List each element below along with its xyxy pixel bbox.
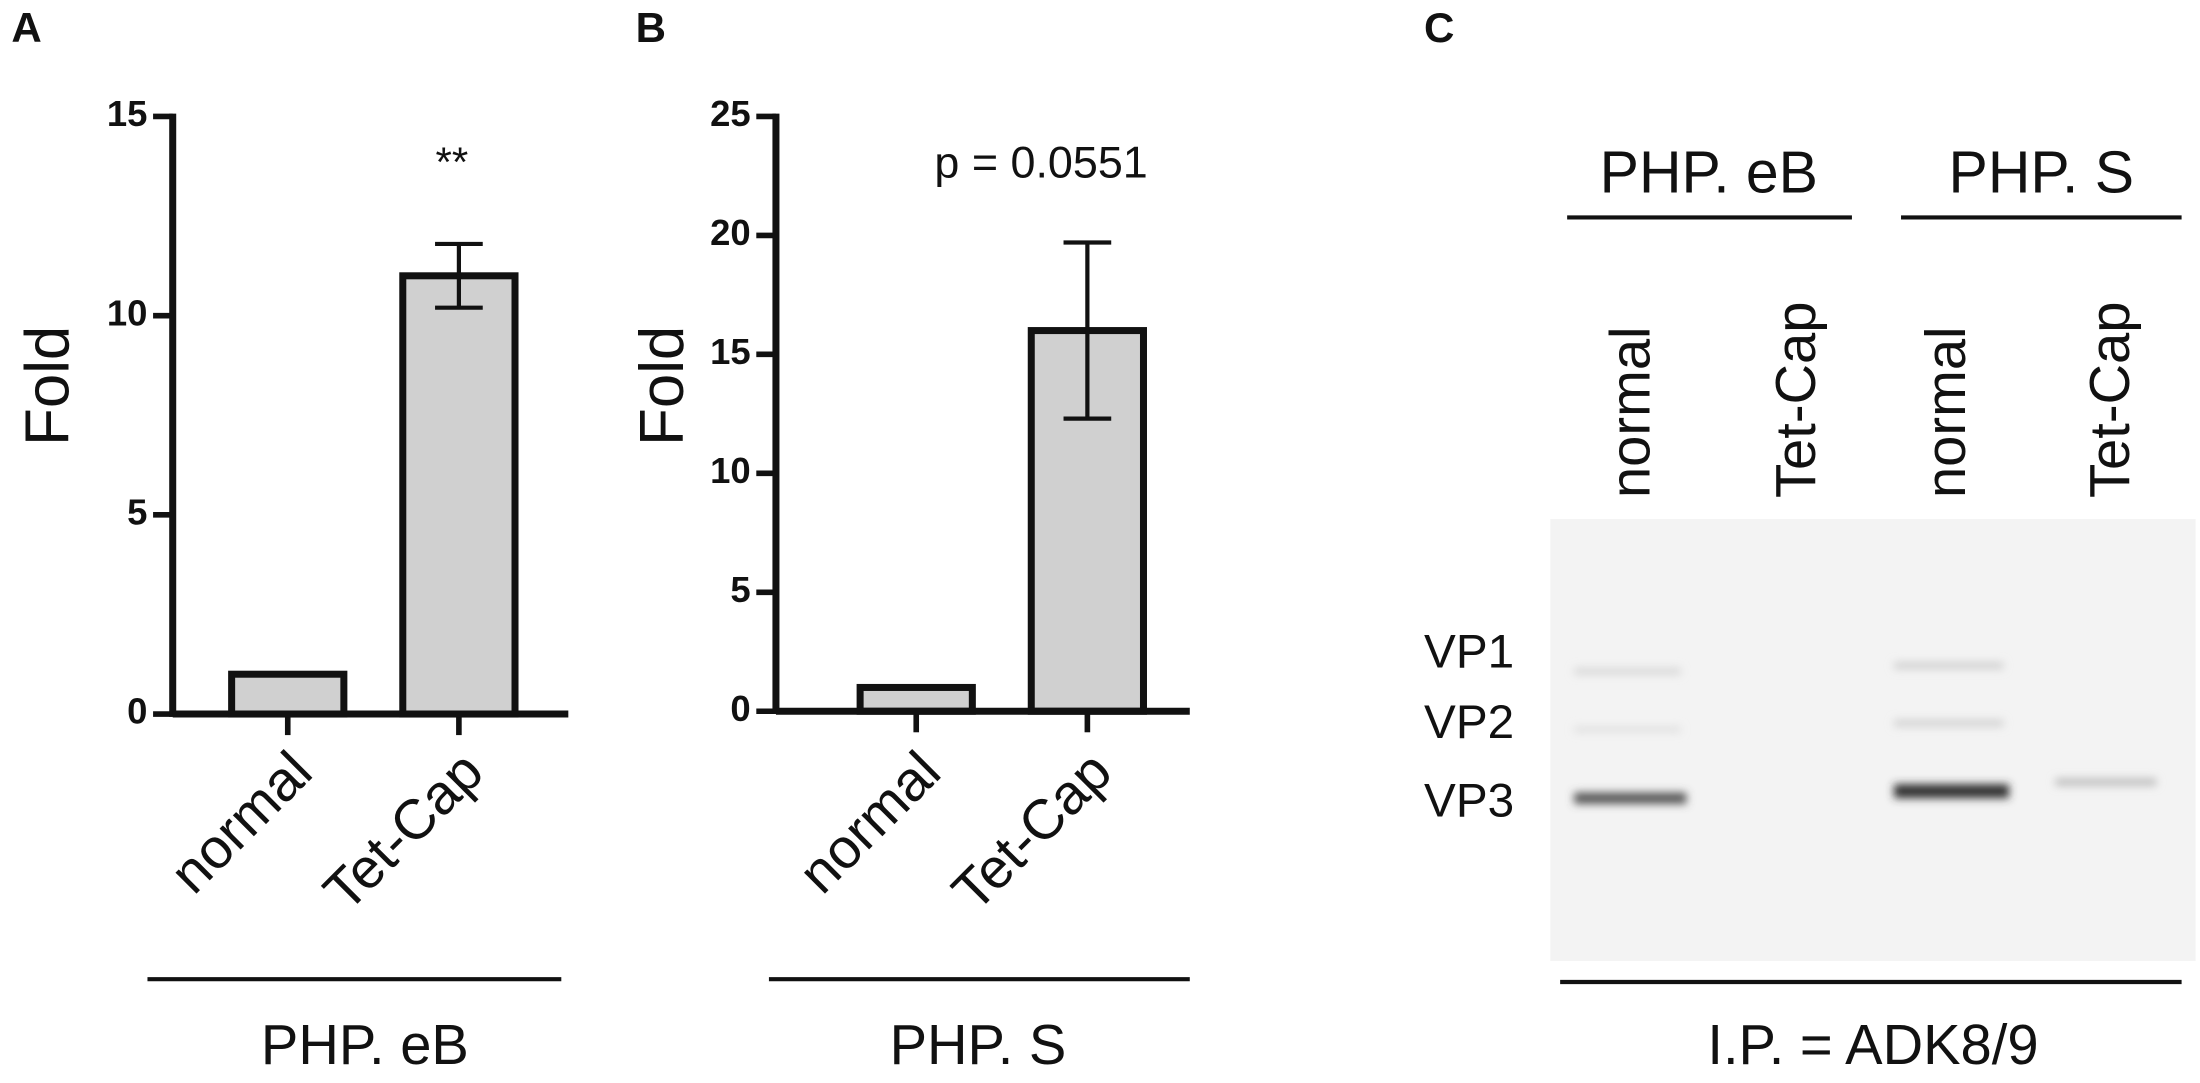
x-tick-label: Tet-Cap — [940, 739, 1123, 922]
y-tick-label: 5 — [127, 491, 147, 532]
group-label: PHP. eB — [1600, 140, 1818, 205]
group-label: PHP. S — [890, 1013, 1067, 1076]
lane-label: normal — [1914, 326, 1977, 498]
panel-label: C — [1424, 4, 1454, 51]
band — [2055, 778, 2157, 786]
y-tick-label: 15 — [107, 93, 148, 134]
y-tick-label: 0 — [127, 691, 147, 732]
y-tick-label: 25 — [710, 93, 751, 134]
band — [1574, 792, 1687, 804]
annotation: p = 0.0551 — [934, 136, 1147, 187]
band — [1574, 667, 1681, 675]
footer-label: I.P. = ADK8/9 — [1707, 1013, 2038, 1076]
error-bar — [1063, 240, 1112, 421]
blot-bands — [1574, 662, 2157, 804]
panel-label: A — [11, 4, 41, 51]
band-label: VP1 — [1424, 626, 1514, 679]
band — [1894, 784, 2010, 799]
x-tick-label: normal — [158, 739, 324, 905]
band — [1894, 719, 2004, 727]
annotation: ** — [436, 139, 469, 186]
group-label: PHP. eB — [261, 1013, 469, 1076]
y-axis-title: Fold — [628, 326, 697, 446]
group-label: PHP. S — [1949, 140, 2135, 205]
blot-membrane — [1550, 519, 2196, 961]
y-tick-label: 5 — [730, 569, 750, 610]
bar — [856, 683, 976, 715]
bar — [228, 670, 348, 718]
band — [1574, 726, 1681, 733]
band-label: VP2 — [1424, 696, 1514, 749]
panel-label: B — [636, 4, 666, 51]
lane-label: Tet-Cap — [2078, 302, 2141, 498]
y-axis-title: Fold — [13, 326, 82, 446]
lane-label: Tet-Cap — [1764, 302, 1827, 498]
y-tick-label: 10 — [710, 450, 751, 491]
x-tick-label: Tet-Cap — [311, 739, 494, 922]
band — [1894, 662, 2004, 670]
y-tick-label: 15 — [710, 331, 751, 372]
y-tick-label: 20 — [710, 212, 751, 253]
y-tick-label: 0 — [730, 688, 750, 729]
bar — [399, 272, 519, 718]
error-bar — [435, 241, 483, 310]
lane-label: normal — [1598, 326, 1661, 498]
band-label: VP3 — [1424, 774, 1514, 827]
y-tick-label: 10 — [107, 292, 148, 333]
x-tick-label: normal — [786, 739, 952, 905]
